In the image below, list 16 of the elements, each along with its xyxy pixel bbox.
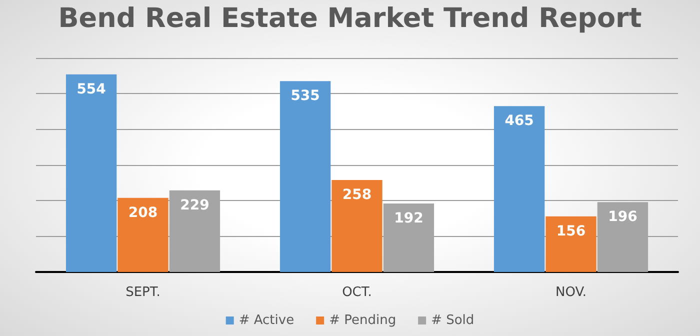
legend-label: # Sold	[431, 313, 474, 328]
data-label: 258	[342, 186, 372, 203]
x-tick-label: NOV.	[555, 285, 587, 300]
data-label: 229	[180, 197, 210, 214]
x-tick-label: OCT.	[342, 285, 372, 300]
data-label: 156	[556, 223, 586, 240]
data-label: 465	[504, 113, 534, 130]
x-tick-label: SEPT.	[126, 285, 160, 300]
data-label: 554	[76, 81, 106, 98]
legend-label: # Pending	[329, 313, 396, 328]
data-label: 192	[394, 210, 424, 227]
chart-title: Bend Real Estate Market Trend Report	[58, 3, 642, 34]
data-label: 208	[128, 204, 158, 221]
data-label: 196	[608, 209, 638, 226]
data-label: 535	[290, 88, 320, 104]
legend-label: # Active	[238, 313, 294, 328]
